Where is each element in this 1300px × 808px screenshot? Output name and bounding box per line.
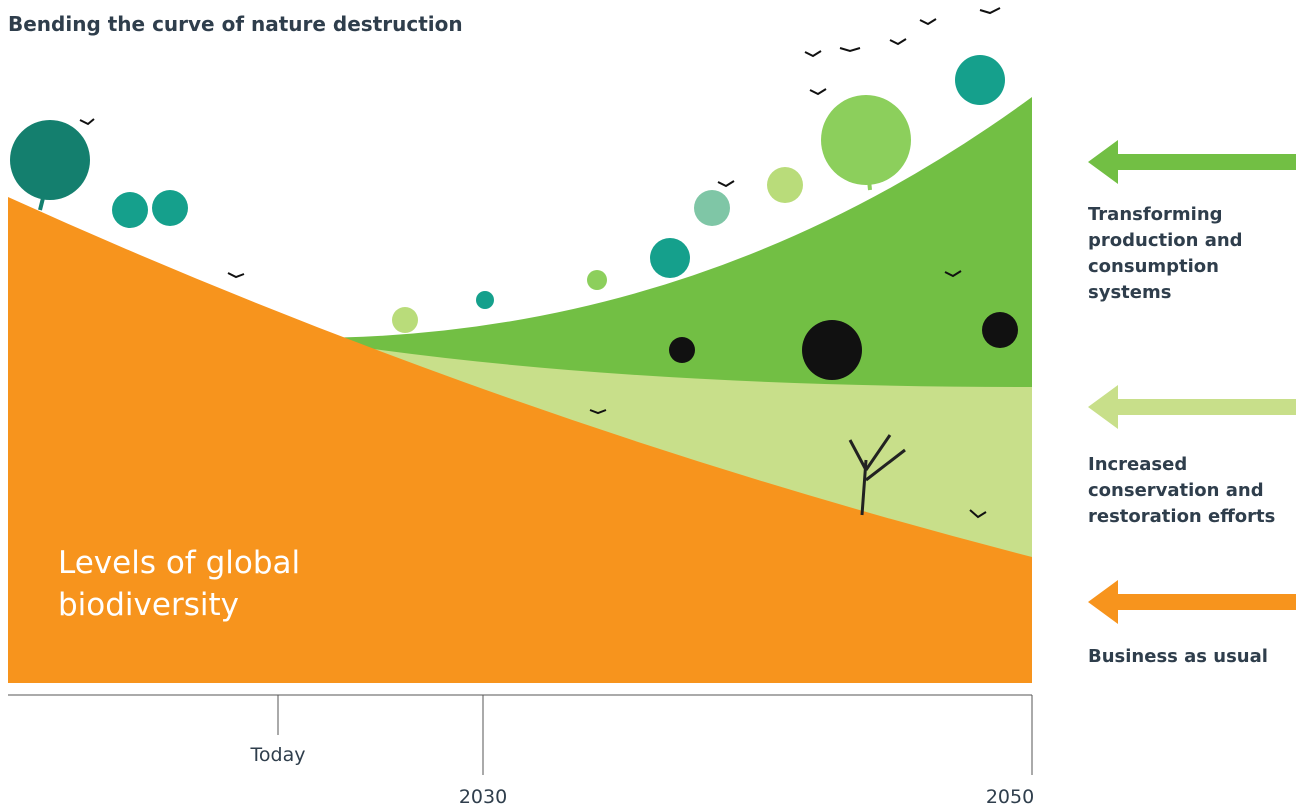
business-as-usual-area: [8, 197, 1032, 683]
timeline-label: 2030: [458, 786, 508, 808]
legend-label: Transforming production and consumption …: [1088, 204, 1243, 303]
legend-arrow: [1088, 140, 1296, 184]
timeline-label: 2050: [985, 786, 1035, 808]
legend-arrows: [1088, 140, 1296, 624]
trees: [10, 55, 1018, 516]
legend-label: Increased conservation and restoration e…: [1088, 454, 1276, 527]
title: Bending the curve of nature destruction: [8, 12, 463, 36]
area-label: Levels of global biodiversity: [58, 545, 301, 623]
legend-label: Business as usual: [1088, 646, 1268, 667]
timeline-label: Today: [250, 744, 306, 766]
legend-arrow: [1088, 385, 1296, 429]
legend-arrow: [1088, 580, 1296, 624]
birds: [79, 7, 1001, 519]
timeline: [8, 694, 1033, 775]
